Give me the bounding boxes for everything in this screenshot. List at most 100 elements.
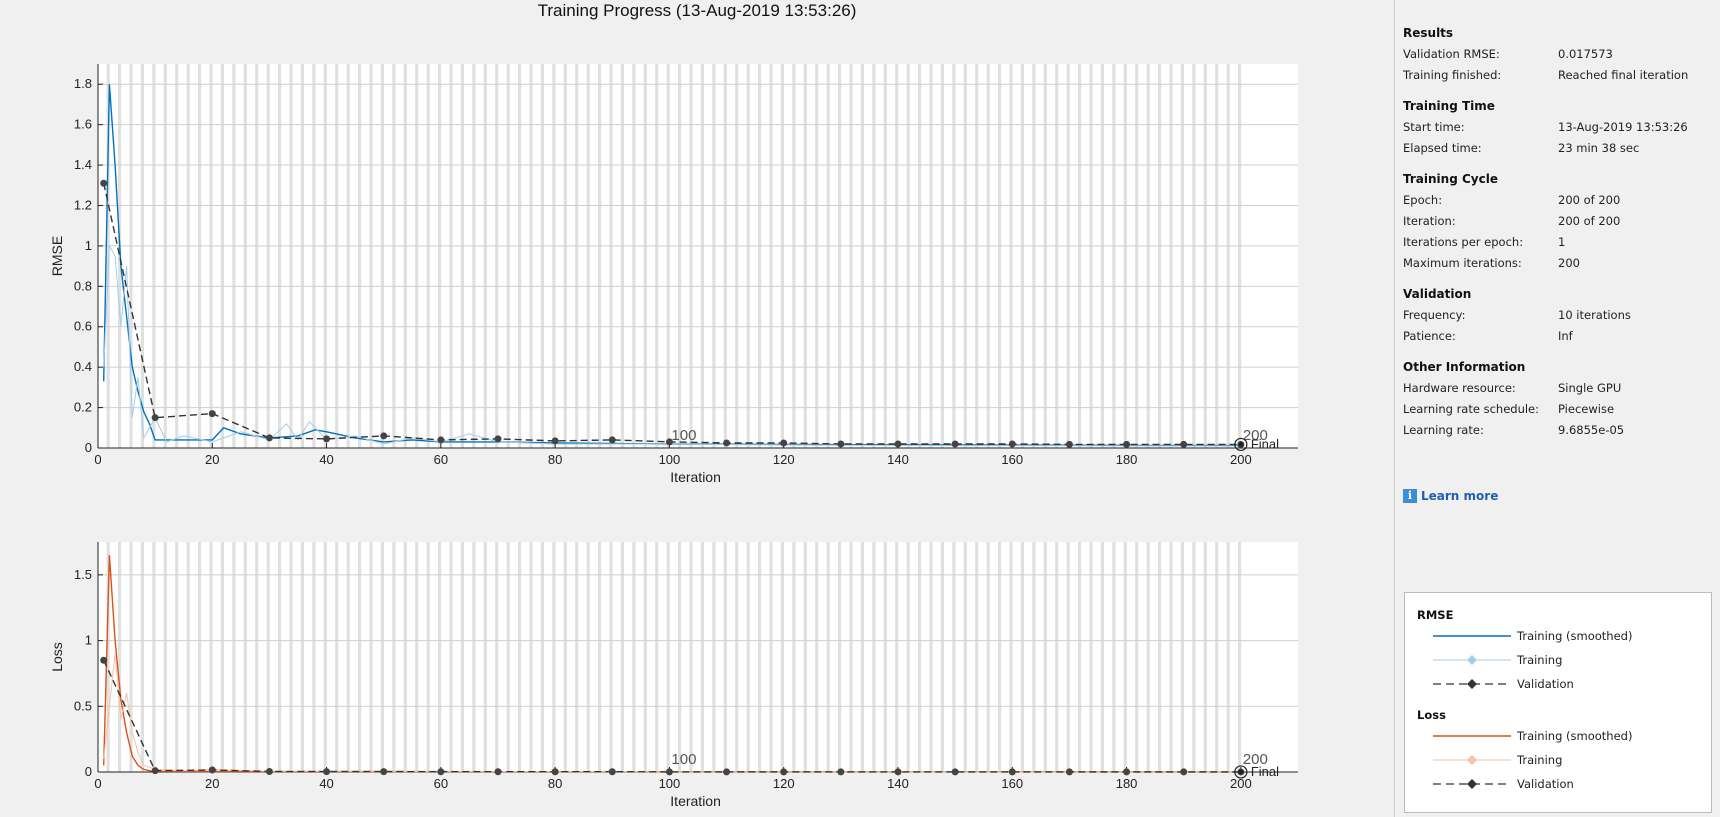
epoch-band: [632, 64, 636, 448]
epoch-band: [1238, 542, 1242, 772]
epoch-band: [632, 542, 636, 772]
epoch-band: [780, 542, 784, 772]
epoch-band: [609, 542, 613, 772]
epoch-band: [175, 542, 179, 772]
epoch-band: [220, 542, 224, 772]
epoch-band: [849, 542, 853, 772]
epoch-band: [1078, 64, 1082, 448]
epoch-band: [689, 542, 693, 772]
epoch-band: [723, 64, 727, 448]
epoch-band: [449, 64, 453, 448]
x-tick-label: 140: [887, 776, 909, 791]
epoch-band: [1032, 64, 1036, 448]
y-axis-label: Loss: [49, 642, 65, 672]
epoch-band: [838, 542, 842, 772]
section-title: Training Cycle: [1403, 172, 1498, 186]
epoch-band: [198, 542, 202, 772]
epoch-band: [403, 542, 407, 772]
epoch-band: [1043, 542, 1047, 772]
y-tick-label: 0.2: [74, 400, 92, 415]
epoch-band: [575, 64, 579, 448]
epoch-band: [803, 64, 807, 448]
epoch-band: [723, 542, 727, 772]
epoch-band: [1055, 64, 1059, 448]
epoch-band: [152, 64, 156, 448]
epoch-band: [312, 542, 316, 772]
epoch-band: [495, 64, 499, 448]
legend-marker: [1467, 655, 1477, 665]
epoch-band: [506, 64, 510, 448]
epoch-band: [1135, 64, 1139, 448]
epoch-band: [952, 64, 956, 448]
epoch-band: [426, 542, 430, 772]
validation-point: [380, 432, 388, 440]
validation-point: [894, 768, 902, 776]
epoch-band: [735, 542, 739, 772]
validation-point: [380, 768, 388, 776]
epoch-band: [163, 64, 167, 448]
epoch-band: [380, 542, 384, 772]
learn-more-label: Learn more: [1421, 489, 1499, 503]
epoch-band: [300, 64, 304, 448]
legend-swatch: [1433, 679, 1511, 689]
epoch-band: [140, 542, 144, 772]
x-tick-label: 140: [887, 452, 909, 467]
final-label: Final: [1251, 436, 1279, 451]
epoch-label: 200: [1243, 751, 1268, 768]
x-tick-label: 160: [1001, 452, 1023, 467]
epoch-band: [358, 64, 362, 448]
epoch-band: [186, 542, 190, 772]
info-value: 9.6855e-05: [1558, 423, 1625, 437]
epoch-band: [666, 542, 670, 772]
legend-box: RMSE Training (smoothed) Training Validatio…: [1404, 592, 1712, 813]
validation-point: [1123, 768, 1131, 776]
epoch-band: [1158, 542, 1162, 772]
legend-swatch: [1433, 655, 1511, 665]
epoch-band: [655, 64, 659, 448]
y-tick-label: 0.8: [74, 278, 92, 293]
info-value: 200 of 200: [1558, 214, 1621, 228]
x-tick-label: 180: [1116, 452, 1138, 467]
epoch-band: [860, 542, 864, 772]
epoch-band: [1203, 542, 1207, 772]
epoch-band: [312, 64, 316, 448]
legend-marker: [1467, 679, 1477, 689]
info-value: Inf: [1558, 329, 1573, 343]
epoch-band: [712, 64, 716, 448]
epoch-band: [460, 542, 464, 772]
info-value: 200: [1558, 256, 1580, 270]
final-marker: [1234, 437, 1248, 452]
epoch-band: [758, 542, 762, 772]
validation-point: [494, 435, 502, 443]
epoch-band: [438, 542, 442, 772]
section-title: Results: [1403, 26, 1454, 40]
info-value: Reached final iteration: [1558, 68, 1689, 82]
epoch-band: [175, 64, 179, 448]
epoch-band: [666, 64, 670, 448]
epoch-band: [289, 64, 293, 448]
legend-entry-label: Validation: [1517, 677, 1574, 691]
epoch-band: [346, 542, 350, 772]
epoch-band: [1055, 542, 1059, 772]
epoch-band: [1089, 64, 1093, 448]
learn-more-link[interactable]: i Learn more: [1403, 489, 1498, 503]
epoch-band: [1180, 64, 1184, 448]
epoch-band: [323, 542, 327, 772]
legend-marker: [1467, 755, 1477, 765]
epoch-band: [712, 542, 716, 772]
epoch-band: [1192, 64, 1196, 448]
epoch-band: [803, 542, 807, 772]
validation-point: [608, 768, 616, 776]
epoch-band: [243, 64, 247, 448]
info-panel: i Learn more RMSE Training (smoothed) Trai…: [1394, 0, 1720, 817]
y-tick-label: 1.5: [74, 567, 92, 582]
epoch-band: [380, 64, 384, 448]
x-tick-label: 60: [434, 776, 448, 791]
validation-point: [723, 768, 731, 776]
validation-point: [780, 768, 788, 776]
epoch-band: [460, 64, 464, 448]
epoch-band: [826, 542, 830, 772]
epoch-band: [552, 64, 556, 448]
epoch-band: [940, 64, 944, 448]
epoch-band: [1032, 542, 1036, 772]
